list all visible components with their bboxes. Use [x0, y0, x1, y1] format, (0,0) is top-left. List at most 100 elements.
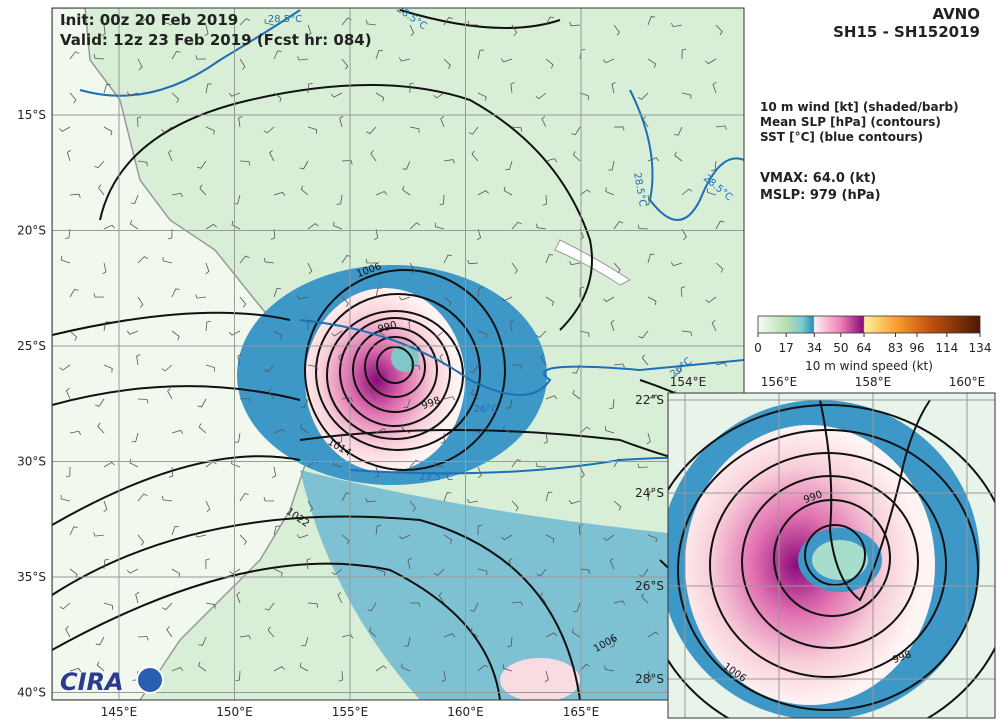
barb	[715, 220, 725, 230]
barb	[339, 115, 344, 128]
barb	[470, 389, 479, 400]
barb	[264, 602, 275, 611]
barb	[61, 17, 71, 26]
barb	[331, 568, 343, 576]
barb	[610, 636, 615, 648]
slp-label: 990	[377, 320, 398, 336]
barb	[443, 254, 453, 264]
barb	[137, 398, 149, 404]
barb	[59, 602, 71, 610]
barb	[502, 664, 513, 672]
lat-label: 15°S	[17, 108, 46, 122]
lat-label: 20°S	[17, 224, 46, 238]
barb	[59, 126, 71, 132]
colorbar-tick-label: 17	[779, 341, 794, 355]
barb	[715, 24, 723, 36]
barb	[299, 160, 309, 170]
barb	[103, 461, 115, 468]
barb	[470, 627, 479, 638]
inset-lon-label: 156°E	[761, 375, 798, 389]
model: AVNO	[932, 5, 980, 23]
barb	[171, 568, 181, 578]
barb	[647, 394, 660, 400]
barb	[239, 534, 247, 546]
barb	[205, 320, 211, 332]
barb	[198, 423, 207, 434]
barb	[205, 500, 211, 513]
barb	[205, 223, 217, 230]
barb	[69, 430, 81, 436]
barb	[69, 193, 81, 199]
barb	[711, 319, 717, 332]
barb	[539, 592, 547, 604]
barb	[712, 81, 717, 94]
barb	[336, 194, 343, 205]
barb	[233, 194, 241, 205]
barb	[65, 626, 71, 638]
barb	[545, 491, 553, 502]
barb	[273, 428, 286, 434]
barb	[264, 364, 275, 373]
barb	[307, 126, 318, 134]
barb	[433, 92, 445, 99]
valid-time: Valid: 12z 23 Feb 2019 (Fcst hr: 084)	[60, 31, 372, 49]
barb	[239, 635, 251, 640]
barb	[101, 24, 106, 36]
barb	[637, 463, 649, 468]
barb	[604, 426, 615, 434]
barb	[59, 364, 71, 371]
barb	[434, 222, 445, 230]
barb	[536, 223, 547, 230]
barb	[162, 495, 173, 502]
barb	[407, 557, 412, 570]
barb	[637, 92, 649, 100]
inset-contours	[668, 399, 995, 718]
barb	[171, 288, 180, 298]
lat-label: 25°S	[17, 339, 46, 353]
barb	[511, 262, 518, 274]
barb	[234, 432, 241, 443]
mslp: MSLP: 979 (hPa)	[760, 188, 881, 203]
barb	[341, 58, 349, 70]
barb	[341, 397, 353, 402]
barb	[409, 500, 416, 512]
barb	[503, 186, 513, 196]
barb	[297, 56, 309, 61]
barb	[611, 81, 616, 94]
barb	[93, 532, 105, 537]
barb	[511, 459, 522, 468]
barb	[370, 150, 377, 162]
barb	[341, 160, 353, 165]
barb	[96, 661, 105, 672]
lon-label: 150°E	[216, 705, 253, 719]
barb	[569, 260, 581, 266]
barb	[681, 188, 693, 196]
barb	[545, 254, 554, 264]
barb	[613, 600, 626, 605]
barb	[167, 228, 173, 240]
barb	[602, 58, 615, 64]
barb	[270, 228, 276, 240]
barb	[307, 460, 319, 468]
barb	[162, 256, 173, 264]
barb	[608, 160, 615, 171]
barb	[367, 602, 377, 612]
barb	[137, 534, 145, 546]
barb	[263, 126, 275, 134]
barb	[273, 191, 286, 196]
inset-lon-label: 160°E	[949, 375, 986, 389]
barb	[137, 58, 143, 71]
barb	[161, 126, 173, 133]
barb	[341, 534, 350, 545]
barb	[409, 126, 420, 133]
barb	[273, 666, 285, 672]
barb	[568, 500, 581, 505]
barb	[137, 116, 142, 128]
barb	[228, 92, 241, 97]
barb	[477, 427, 489, 434]
barb	[171, 330, 180, 341]
lat-label: 30°S	[17, 455, 46, 469]
barb	[545, 16, 555, 26]
barb	[273, 525, 281, 536]
